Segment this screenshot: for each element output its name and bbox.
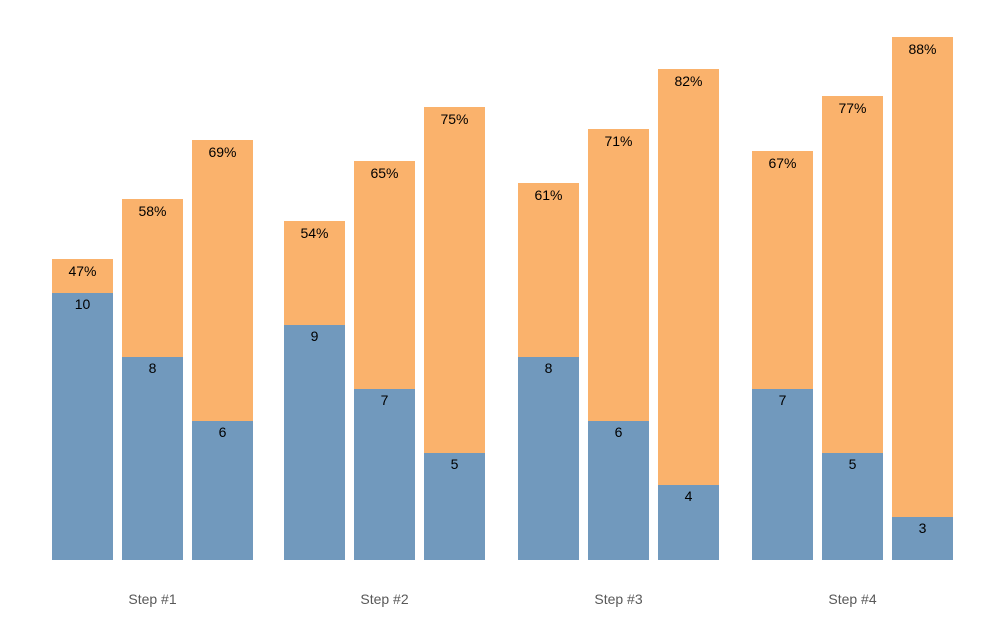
count-value-label: 6 — [614, 424, 623, 440]
count-value-label: 7 — [380, 392, 389, 408]
count-value-label: 3 — [918, 520, 927, 536]
percent-value-label: 67% — [768, 155, 797, 171]
bar-percent-segment — [284, 221, 345, 325]
bar-count-segment — [588, 421, 649, 560]
bar-count-segment — [424, 453, 485, 560]
percent-value-label: 77% — [838, 100, 867, 116]
bar-count-segment — [284, 325, 345, 560]
percent-value-label: 82% — [674, 73, 703, 89]
bar-percent-segment — [822, 96, 883, 453]
percent-value-label: 65% — [370, 165, 399, 181]
bar-percent-segment — [588, 129, 649, 421]
bar-count-segment — [354, 389, 415, 560]
bar-percent-segment — [122, 199, 183, 357]
count-value-label: 5 — [450, 456, 459, 472]
bar-percent-segment — [658, 69, 719, 485]
bar-percent-segment — [354, 161, 415, 389]
category-label: Step #3 — [594, 591, 643, 607]
bar-count-segment — [122, 357, 183, 560]
count-value-label: 8 — [544, 360, 553, 376]
bar-count-segment — [658, 485, 719, 560]
percent-value-label: 54% — [300, 225, 329, 241]
count-value-label: 4 — [684, 488, 693, 504]
bar-count-segment — [752, 389, 813, 560]
bar-count-segment — [518, 357, 579, 560]
bar-percent-segment — [518, 183, 579, 357]
bar-percent-segment — [892, 37, 953, 517]
count-value-label: 7 — [778, 392, 787, 408]
category-label: Step #4 — [828, 591, 877, 607]
count-value-label: 5 — [848, 456, 857, 472]
count-value-label: 10 — [74, 296, 91, 312]
bar-count-segment — [192, 421, 253, 560]
count-value-label: 8 — [148, 360, 157, 376]
percent-value-label: 47% — [68, 263, 97, 279]
percent-value-label: 88% — [908, 41, 937, 57]
bar-percent-segment — [192, 140, 253, 421]
category-label: Step #2 — [360, 591, 409, 607]
bar-count-segment — [892, 517, 953, 560]
percent-value-label: 75% — [440, 111, 469, 127]
category-label: Step #1 — [128, 591, 177, 607]
count-value-label: 9 — [310, 328, 319, 344]
bar-percent-segment — [424, 107, 485, 453]
bar-percent-segment — [752, 151, 813, 389]
bar-count-segment — [822, 453, 883, 560]
percent-value-label: 58% — [138, 203, 167, 219]
bar-count-segment — [52, 293, 113, 560]
count-value-label: 6 — [218, 424, 227, 440]
percent-value-label: 71% — [604, 133, 633, 149]
percent-value-label: 69% — [208, 144, 237, 160]
bar-percent-segment — [52, 259, 113, 293]
percent-value-label: 61% — [534, 187, 563, 203]
